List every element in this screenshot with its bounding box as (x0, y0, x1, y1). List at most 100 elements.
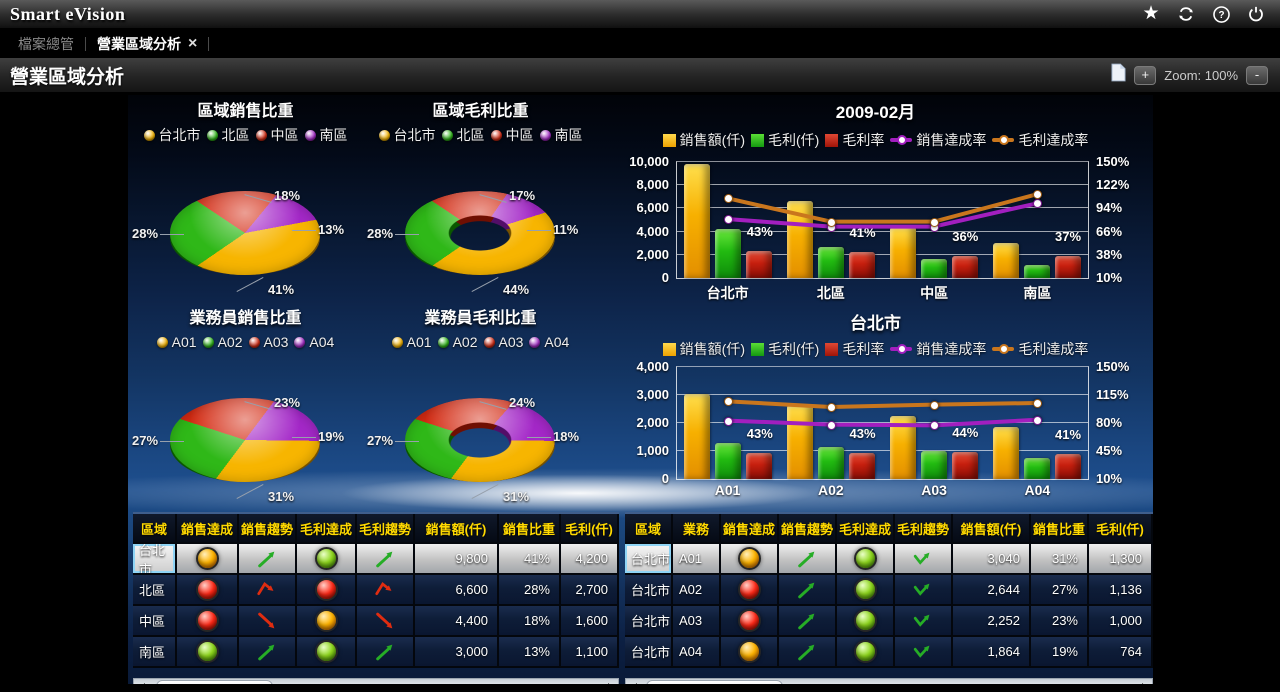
legend-item: 北區 (441, 125, 485, 145)
close-icon[interactable] (188, 35, 197, 53)
table-cell: 1,864 (953, 637, 1031, 666)
line-marker-icon (929, 421, 939, 431)
table-cell: 中區 (133, 606, 177, 635)
bar-group: 36% (883, 162, 986, 278)
y2-axis-tick-label: 38% (1096, 246, 1123, 262)
column-header: 毛利達成 (837, 514, 895, 542)
legend-dot-icon (490, 129, 502, 141)
trend-peak-icon (256, 579, 278, 601)
scrollbar-track[interactable] (642, 679, 1136, 684)
charts-row: 區域銷售比重 台北市 北區 中區 南區 18% 13% 41% 28% 區域毛利比重 台北市 北區中… (128, 95, 1153, 509)
table-cell: 1,600 (561, 606, 619, 635)
pie-area: 24% 18% 31% 27% (363, 353, 598, 509)
legend-item: 銷售達成率 (890, 130, 986, 150)
table-row[interactable]: 台北市 A04 1,864 19% 764 (625, 637, 1153, 668)
chart-title: 業務員銷售比重 (189, 310, 302, 327)
y-axis-tick-label: 4,000 (636, 359, 669, 374)
scrollbar-thumb[interactable] (156, 680, 273, 684)
bar-yellow (889, 226, 916, 278)
left-horizontal-scrollbar[interactable] (133, 678, 619, 684)
table-row[interactable]: 中區 4,400 18% 1,600 (133, 606, 619, 637)
chart-title: 業務員毛利比重 (424, 310, 537, 327)
green-status-light-icon (853, 578, 877, 601)
scroll-right-button[interactable] (1136, 679, 1152, 684)
trend-valley-icon (912, 579, 934, 601)
salesrep-summary-table: 區域 業務 銷售達成 銷售趨勢 毛利達成 毛利趨勢 銷售額(仟) 銷售比重 毛利(仟) 台北市 A0… (625, 512, 1153, 668)
legend-label: 南區 (319, 127, 348, 143)
legend-dot-icon (248, 336, 260, 348)
table-cell: 2,252 (953, 606, 1031, 635)
column-header: 銷售達成 (177, 514, 239, 542)
bar-green (818, 447, 845, 479)
y2-axis-tick-label: 150% (1096, 154, 1130, 169)
right-horizontal-scrollbar[interactable] (625, 678, 1153, 684)
legend-label: A04 (309, 334, 335, 350)
table-row[interactable]: 南區 3,000 13% 1,100 (133, 637, 619, 668)
chart-title: 區域毛利比重 (432, 103, 529, 120)
bar-yellow (992, 426, 1019, 479)
pie-chart-region-sales-share: 區域銷售比重 台北市 北區 中區 南區 18% 13% 41% 28% (128, 95, 363, 302)
legend-item: A02 (437, 334, 478, 350)
zoom-out-button[interactable]: - (1246, 65, 1268, 85)
table-cell: 2,644 (953, 575, 1031, 604)
legend-item: 毛利(仟) (751, 339, 819, 359)
table-row[interactable]: 台北市 A01 3,040 31% 1,300 (625, 544, 1153, 575)
zoom-level-label: Zoom: 100% (1164, 67, 1238, 83)
gridline (677, 450, 1088, 451)
legend-item: 毛利率 (825, 130, 884, 150)
refresh-icon[interactable] (1176, 4, 1196, 24)
y-axis-tick-label: 2,000 (636, 415, 669, 430)
pie-slice-label: 24% (509, 395, 536, 410)
scrollbar-thumb[interactable] (646, 680, 783, 684)
table-cell: 27% (1031, 575, 1089, 604)
table-row[interactable]: 台北市 9,800 41% 4,200 (133, 544, 619, 575)
page-title: 營業區域分析 (10, 66, 125, 88)
scrollbar-track[interactable] (150, 679, 602, 684)
legend-label: 毛利率 (842, 132, 885, 148)
legend-label: 台北市 (158, 127, 201, 143)
bar-green (818, 246, 845, 278)
power-icon[interactable] (1246, 4, 1266, 24)
table-cell: 北區 (133, 575, 177, 604)
legend-label: 毛利(仟) (768, 132, 820, 148)
green-status-light-icon (853, 640, 877, 663)
table-row[interactable]: 北區 6,600 28% 2,700 (133, 575, 619, 606)
title-bar: Smart eVision ★ ? (0, 0, 1280, 29)
pie-slice-label: 28% (367, 226, 420, 241)
red-status-light-icon (737, 609, 761, 632)
legend-label: 中區 (505, 127, 534, 143)
table-header-row: 區域 銷售達成 銷售趨勢 毛利達成 毛利趨勢 銷售額(仟) 銷售比重 毛利(仟) (133, 512, 619, 544)
trend-peak-icon (374, 579, 396, 601)
y2-axis-tick-label: 45% (1096, 443, 1123, 458)
legend-item: 台北市 (378, 125, 436, 145)
scroll-right-button[interactable] (602, 679, 618, 684)
page-icon[interactable] (1111, 63, 1126, 87)
bar-green (715, 229, 742, 278)
help-icon[interactable]: ? (1211, 4, 1231, 24)
trend-valley-icon (912, 548, 934, 570)
scroll-left-button[interactable] (134, 679, 150, 684)
scroll-left-button[interactable] (626, 679, 642, 684)
table-cell: A02 (673, 575, 721, 604)
trend-valley-icon (912, 610, 934, 632)
table-cell: 4,400 (415, 606, 499, 635)
legend-label: 北區 (221, 127, 250, 143)
table-row[interactable]: 台北市 A03 2,252 23% 1,000 (625, 606, 1153, 637)
table-cell: 4,200 (561, 544, 619, 573)
tab-file-explorer[interactable]: 檔案總管 (18, 34, 74, 54)
table-cell: 19% (1031, 637, 1089, 666)
legend-item: 北區 (206, 125, 250, 145)
tab-sales-region-analysis[interactable]: 營業區域分析 (97, 34, 197, 54)
column-header: 毛利(仟) (1089, 514, 1153, 542)
table-cell: 台北市 (625, 575, 673, 604)
table-row[interactable]: 台北市 A02 2,644 27% 1,136 (625, 575, 1153, 606)
zoom-in-button[interactable]: + (1134, 65, 1157, 85)
table-cell: 1,000 (1089, 606, 1153, 635)
legend-item: A03 (483, 334, 523, 350)
favorite-star-icon[interactable]: ★ (1142, 3, 1160, 24)
plot-area: 0 2,000 4,000 6,000 8,000 10,000 10% 38% 66% 94% 1… (629, 154, 1129, 285)
table-cell: 28% (499, 575, 561, 604)
bar-green (920, 259, 947, 278)
x-axis-tick-label: 中區 (920, 285, 949, 301)
bar-value-label: 43% (849, 425, 876, 441)
